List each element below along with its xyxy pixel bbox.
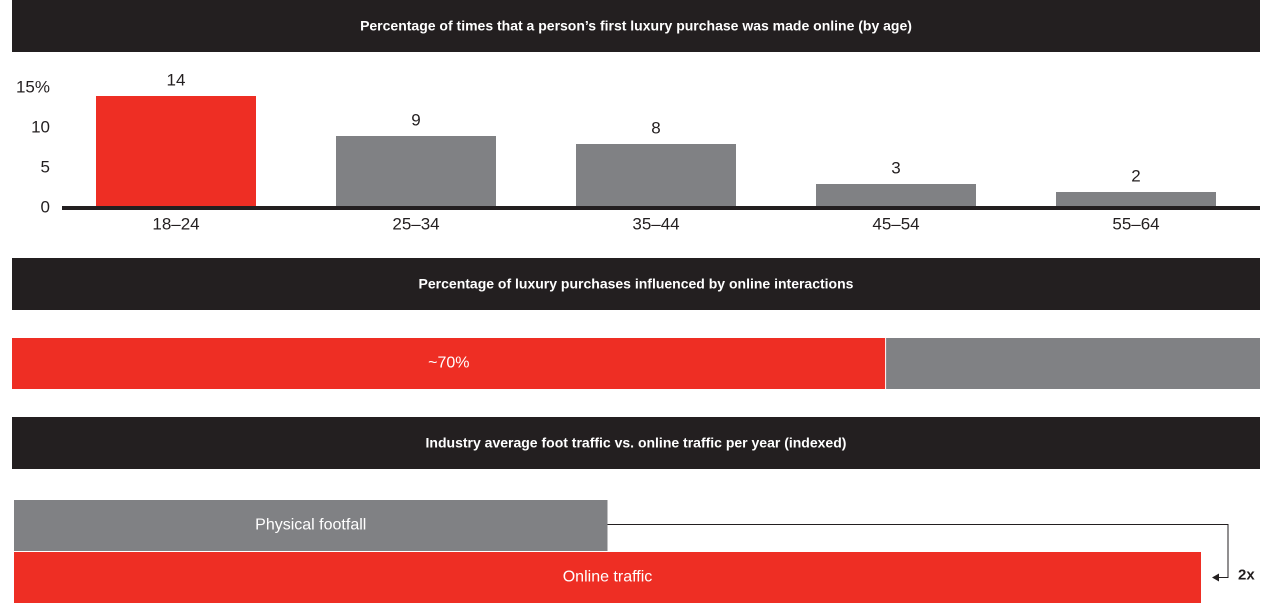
bar-label: Physical footfall	[255, 517, 366, 534]
bar	[336, 136, 496, 208]
bar	[816, 184, 976, 208]
x-tick-label: 18–24	[152, 214, 199, 233]
header-bar	[12, 258, 1260, 310]
annotation: 2x	[1238, 566, 1255, 583]
value-label: 8	[651, 118, 660, 137]
value-label: 2	[1131, 166, 1140, 185]
x-tick-label: 45–54	[872, 214, 919, 233]
y-tick-label: 0	[41, 197, 50, 216]
y-tick-label: 10	[31, 117, 50, 136]
value-label: 14	[167, 70, 186, 89]
x-tick-label: 55–64	[1112, 214, 1159, 233]
bar	[96, 96, 256, 208]
x-tick-label: 35–44	[632, 214, 679, 233]
header-bar	[12, 0, 1260, 52]
y-tick-label: 15%	[16, 77, 50, 96]
arrow-head	[1212, 573, 1219, 582]
header-bar	[12, 417, 1260, 469]
y-tick-label: 5	[41, 157, 50, 176]
bar	[14, 500, 608, 551]
value-label: 9	[411, 110, 420, 129]
bar	[14, 552, 1201, 603]
chart-title: Percentage of times that a person’s firs…	[360, 18, 912, 34]
bar	[12, 338, 886, 389]
bar	[1056, 192, 1216, 208]
x-tick-label: 25–34	[392, 214, 439, 233]
bar-label: Online traffic	[563, 569, 653, 586]
value-label: ~70%	[428, 355, 469, 372]
connector	[607, 524, 1229, 578]
bar	[576, 144, 736, 208]
value-label: 3	[891, 158, 900, 177]
chart-title: Percentage of luxury purchases influence…	[419, 276, 854, 292]
chart-title: Industry average foot traffic vs. online…	[426, 435, 847, 451]
